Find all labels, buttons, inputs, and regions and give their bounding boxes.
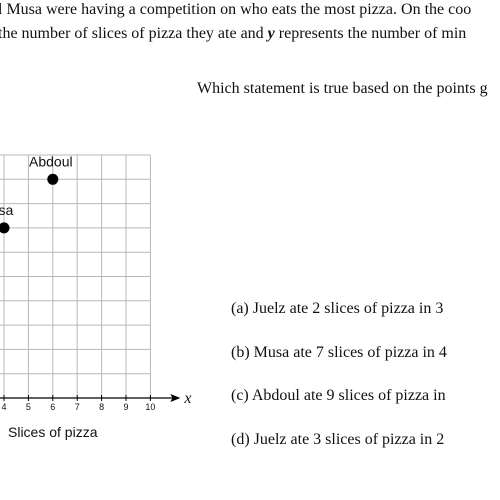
variable: y: [266, 25, 276, 42]
question: Which statement is true based on the poi…: [197, 80, 488, 97]
point-label: Abdoul: [29, 153, 73, 169]
data-point: [47, 173, 59, 185]
point-label: usa: [0, 202, 13, 218]
x-axis-letter: x: [183, 390, 191, 407]
text-run: represents the number of min: [275, 25, 467, 42]
text-run: the number of slices of pizza they ate a…: [0, 25, 268, 42]
option[interactable]: (a) Juelz ate 2 slices of pizza in 3: [231, 300, 443, 317]
x-tick-label: 4: [1, 402, 6, 412]
intro-line: the number of slices of pizza they ate a…: [0, 25, 466, 42]
axis-arrow: [170, 394, 181, 402]
option[interactable]: (b) Musa ate 7 slices of pizza in 4: [231, 344, 447, 361]
x-tick-label: 9: [123, 402, 128, 412]
option[interactable]: (d) Juelz ate 3 slices of pizza in 2: [231, 431, 444, 448]
x-tick-label: 10: [145, 402, 155, 412]
data-point: [0, 222, 10, 234]
x-axis-label: Slices of pizza: [8, 424, 98, 440]
graph: 4 5 6 7 8 9 10 x Slices of pizza Abdoul usa: [0, 153, 192, 440]
x-tick-label: 6: [50, 402, 55, 412]
x-tick-label: 8: [99, 402, 104, 412]
x-tick-label: 7: [75, 402, 80, 412]
intro-line: l Musa were having a competition on who …: [0, 1, 471, 18]
x-tick-label: 5: [26, 402, 31, 412]
option[interactable]: (c) Abdoul ate 9 slices of pizza in: [231, 387, 446, 404]
